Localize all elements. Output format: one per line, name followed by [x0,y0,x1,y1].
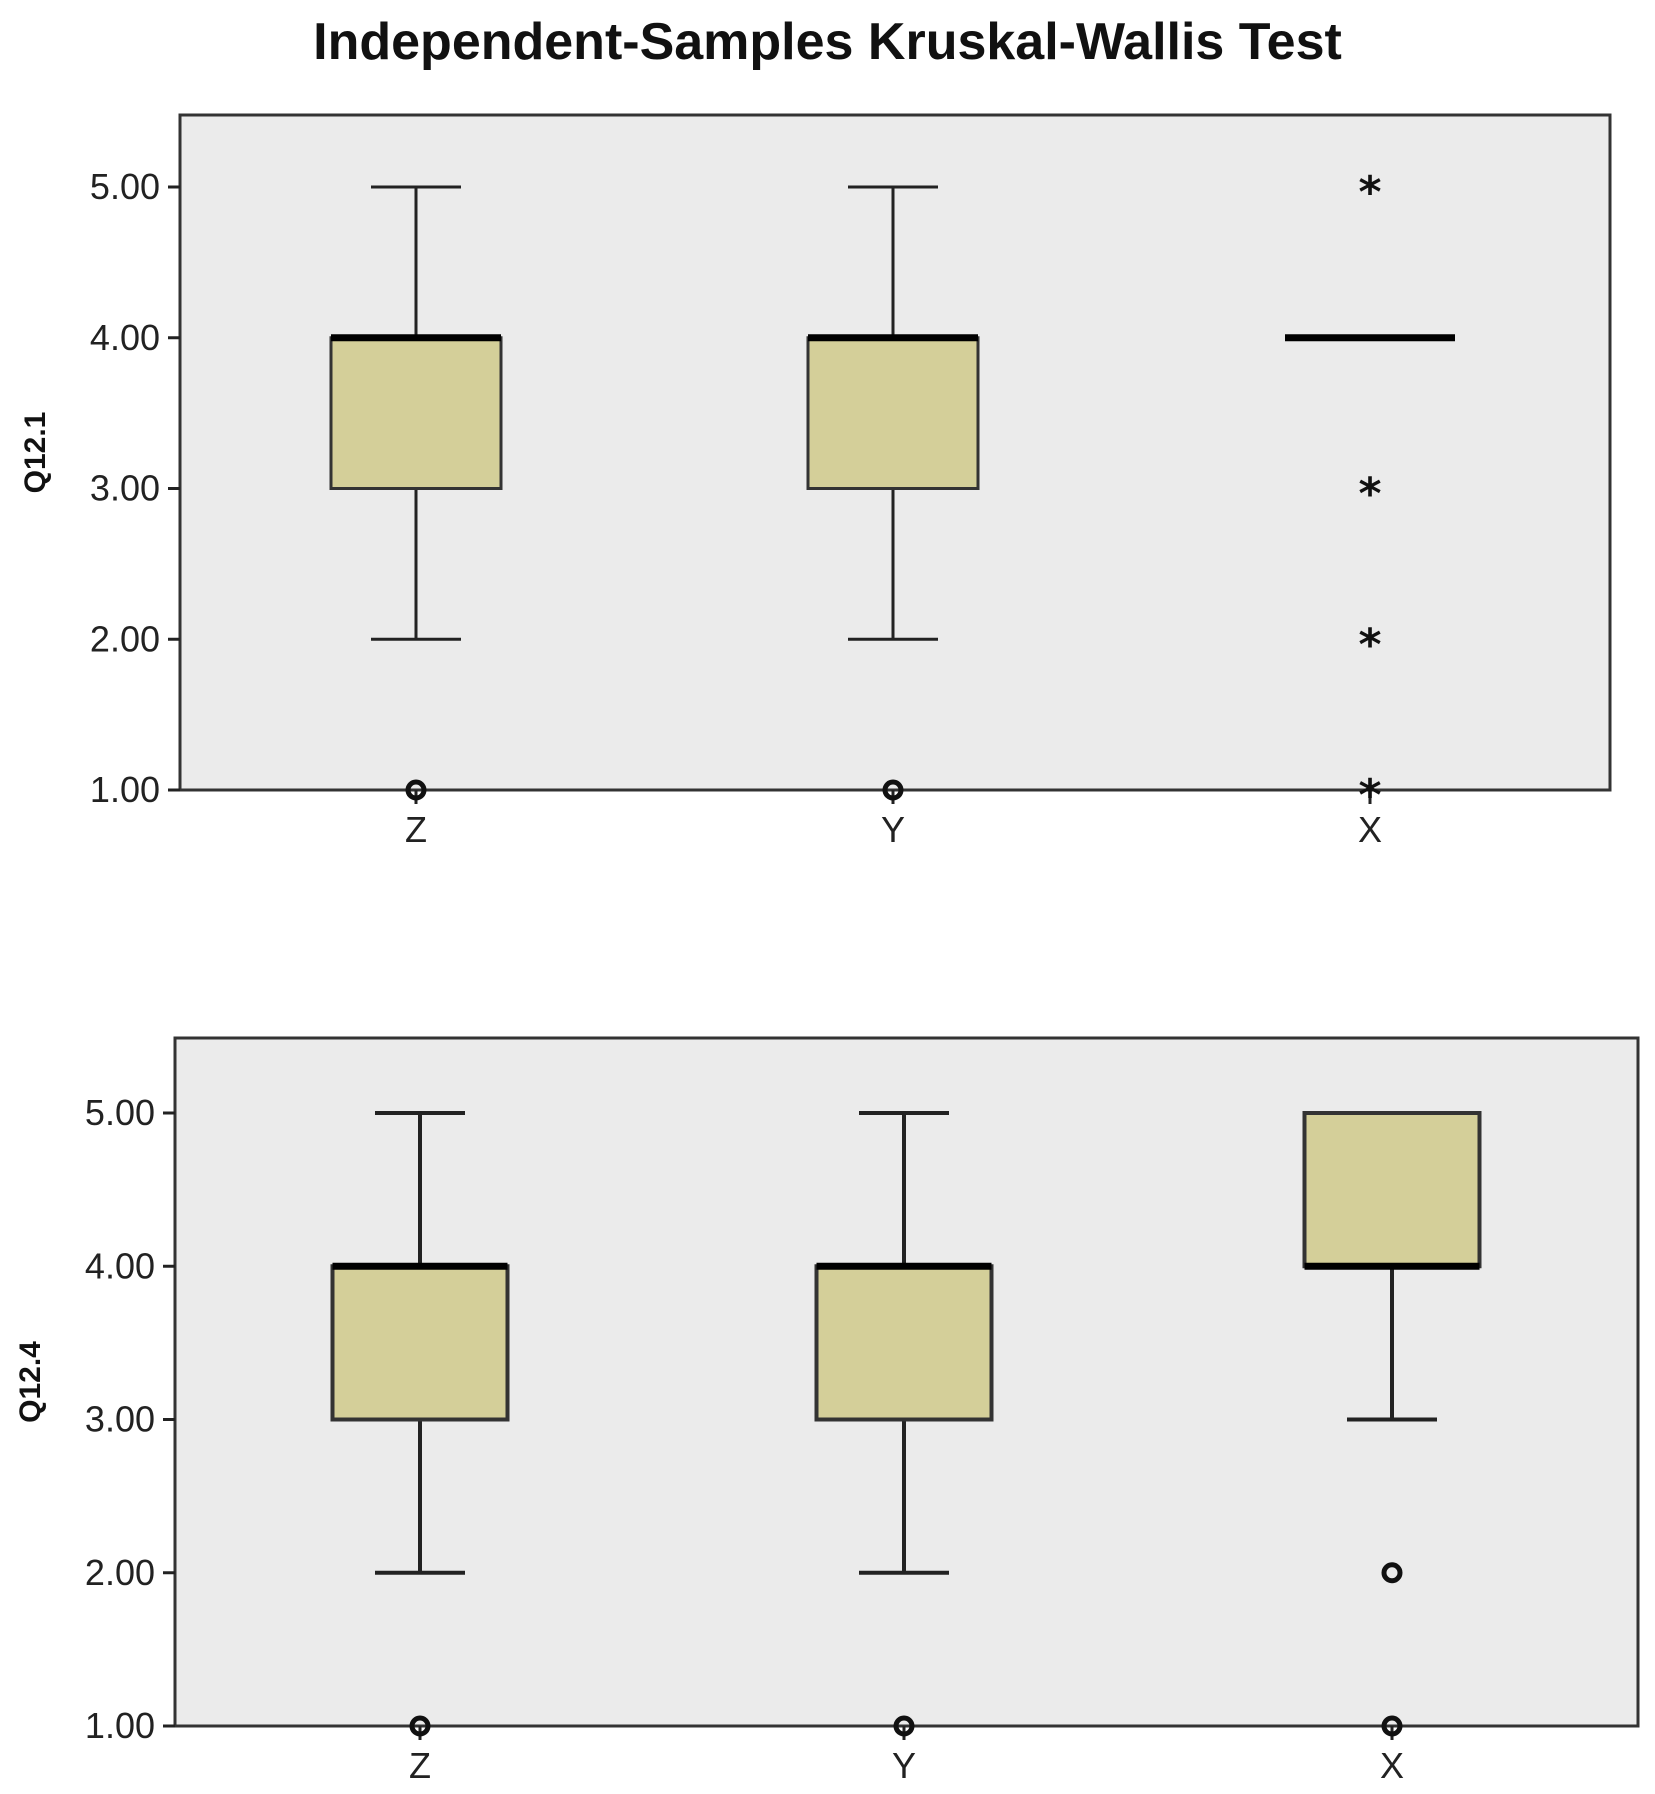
category-label: Z [409,1745,431,1786]
iqr-box [329,336,503,490]
outlier-star: * [1358,770,1381,821]
category-label: X [1358,809,1382,850]
category-label: Z [405,809,427,850]
y-tick-label: 3.00 [90,468,160,509]
category-label: Y [881,809,905,850]
y-axis-title: Q12.1 [19,412,52,494]
outlier-star: * [1358,167,1381,218]
iqr-box [330,1264,510,1422]
outlier-circle [882,779,904,801]
box-z: Z [330,1111,510,1786]
y-tick-label: 3.00 [85,1399,155,1440]
box-x: X [1302,1111,1482,1786]
iqr-box [1302,1111,1482,1269]
y-tick-label: 2.00 [85,1552,155,1593]
y-tick-label: 5.00 [85,1092,155,1133]
y-axis-title: Q12.4 [14,1341,47,1423]
iqr-box [814,1264,994,1422]
box-x: X**** [1285,167,1455,850]
outlier-star: * [1358,619,1381,670]
box-z: Z [329,185,503,850]
category-label: Y [892,1745,916,1786]
y-tick-label: 4.00 [90,317,160,358]
y-tick-label: 4.00 [85,1245,155,1286]
y-tick-label: 2.00 [90,618,160,659]
outlier-circle [405,779,427,801]
outlier-star: * [1358,469,1381,520]
chart-title: Independent-Samples Kruskal-Wallis Test [313,13,1342,71]
boxplot-q12-4: 1.00 2.00 3.00 4.00 5.00 Q12.4 Z Y X [14,1036,1640,1786]
box-y: Y [806,185,980,850]
y-tick-label: 5.00 [90,166,160,207]
outlier-circle [1381,1562,1403,1584]
outlier-circle [1381,1715,1403,1737]
box-y: Y [814,1111,994,1786]
outlier-circle [893,1715,915,1737]
outlier-circle [409,1715,431,1737]
y-tick-label: 1.00 [85,1705,155,1746]
y-tick-label: 1.00 [90,769,160,810]
category-label: X [1380,1745,1404,1786]
iqr-box [806,336,980,490]
